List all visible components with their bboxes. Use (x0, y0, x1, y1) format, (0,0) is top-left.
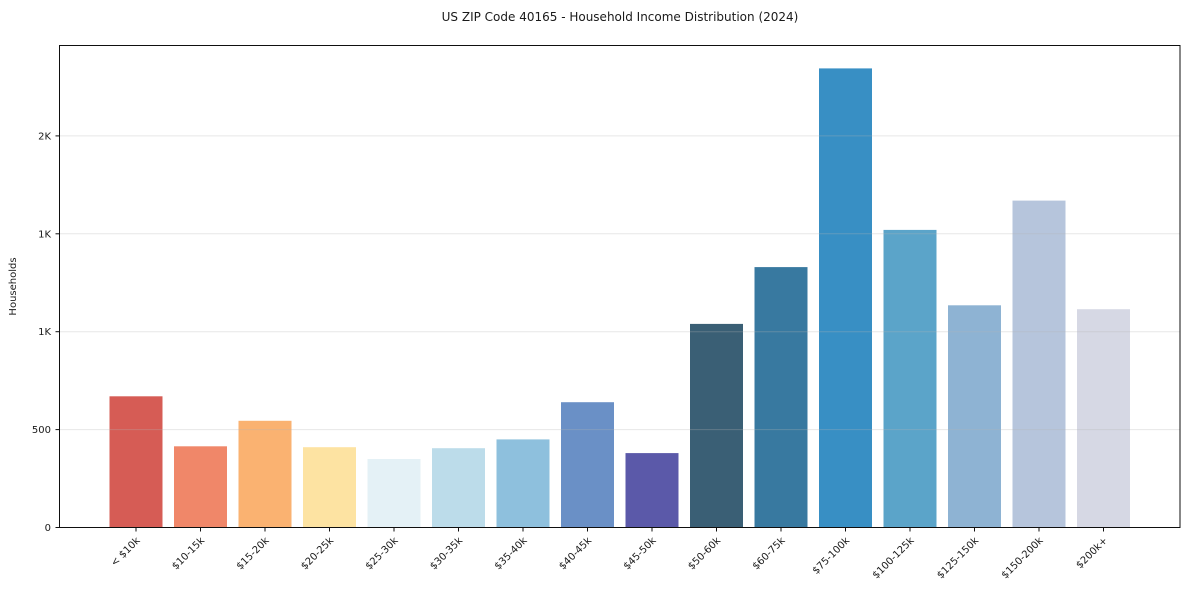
bar-$125-150k (948, 305, 1001, 528)
bar-$40-45k (561, 402, 614, 528)
bar-$30-35k (432, 448, 485, 528)
bar-$35-40k (496, 439, 550, 528)
bar-$75-100k (819, 68, 872, 528)
y-tick-label: 1K (38, 327, 51, 338)
y-tick-label: 500 (32, 425, 51, 436)
gridlines-group (59, 135, 1180, 431)
bars-group (109, 68, 1130, 528)
y-tick-label: 0 (45, 523, 51, 534)
plot-border (59, 45, 1181, 528)
bar-$150-200k (1012, 200, 1066, 528)
bar-$10-15k (174, 446, 227, 528)
bar-$20-25k (303, 447, 356, 528)
y-tick-label: 2K (38, 131, 51, 142)
bar-$100-125k (883, 229, 937, 528)
chart-title: US ZIP Code 40165 - Household Income Dis… (442, 10, 799, 24)
y-axis-label: Households (8, 257, 19, 315)
y-tick-label: 1K (38, 229, 51, 240)
bar-$25-30k (367, 459, 421, 528)
bar-$60-75k (754, 267, 808, 528)
y-axis: 0 500 1K 1K 2K (32, 131, 60, 534)
bar-$50-60k (690, 323, 743, 528)
bar-$15-20k (238, 420, 292, 528)
bar-< $10k (109, 396, 163, 528)
bar-$45-50k (625, 453, 679, 528)
bar-$200k+ (1077, 309, 1130, 528)
